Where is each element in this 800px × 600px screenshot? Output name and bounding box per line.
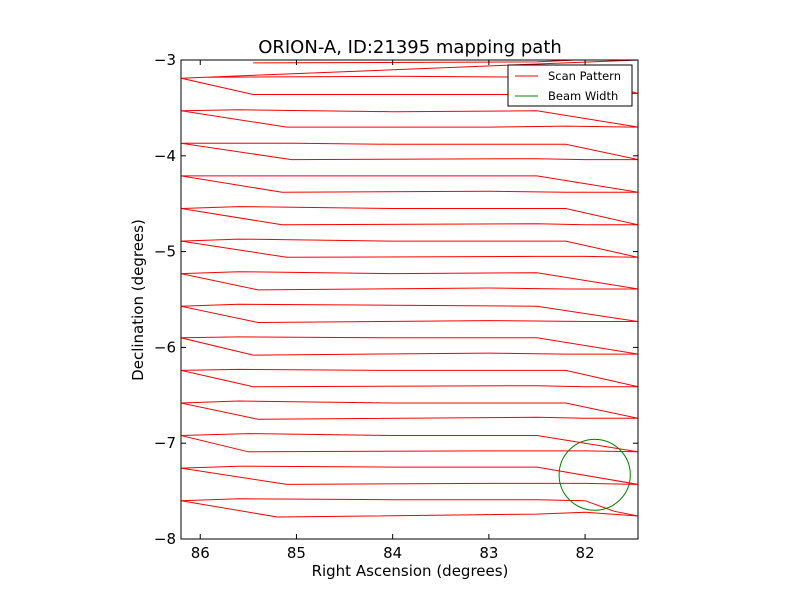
y-tick-label: −7	[154, 434, 176, 452]
x-tick-label: 82	[576, 544, 595, 562]
legend: Scan Pattern Beam Width	[507, 64, 633, 107]
x-tick-label: 85	[287, 544, 306, 562]
legend-label-beam-width: Beam Width	[548, 89, 618, 103]
y-tick-label: −8	[154, 530, 176, 548]
beam-width-circle	[558, 438, 631, 511]
scan-pattern-line	[181, 60, 638, 518]
x-axis-label: Right Ascension (degrees)	[312, 562, 509, 580]
ticks-layer: 86 85 84 83 82 −3 −4 −5 −6 −7 −8	[154, 51, 638, 562]
legend-box	[507, 64, 633, 107]
legend-label-scan-pattern: Scan Pattern	[548, 69, 621, 83]
y-tick-label: −4	[154, 147, 176, 165]
x-tick-label: 83	[479, 544, 498, 562]
plot-frame	[180, 59, 639, 540]
chart-title: ORION-A, ID:21395 mapping path	[258, 37, 562, 58]
x-tick-label: 86	[191, 544, 210, 562]
y-tick-label: −3	[154, 51, 176, 69]
x-tick-label: 84	[383, 544, 402, 562]
y-tick-label: −6	[154, 338, 176, 356]
series-layer	[181, 60, 638, 518]
y-tick-label: −5	[154, 243, 176, 261]
y-axis-label: Declination (degrees)	[129, 219, 147, 381]
